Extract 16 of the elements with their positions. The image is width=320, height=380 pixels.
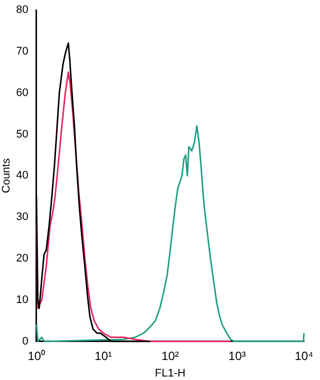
y-tick-label: 60 xyxy=(16,86,28,99)
y-tick-label: 70 xyxy=(16,45,28,58)
y-tick-label: 50 xyxy=(16,128,28,140)
y-tick-label: 80 xyxy=(16,4,28,16)
y-tick-label: 40 xyxy=(16,170,28,182)
x-tick-label: 10⁴ xyxy=(294,348,314,363)
x-tick-label: 10² xyxy=(162,348,179,363)
y-axis-title: Counts xyxy=(0,158,13,194)
y-tick-label: 10 xyxy=(16,294,28,306)
x-tick-label: 10⁰ xyxy=(28,348,46,363)
x-axis-title: FL1-H xyxy=(154,367,186,380)
y-tick-label: 30 xyxy=(16,211,28,224)
x-tick-label: 10¹ xyxy=(94,348,112,363)
x-tick-label: 10³ xyxy=(228,348,246,363)
y-tick-label: 0 xyxy=(22,335,28,348)
y-tick-label: 20 xyxy=(16,252,28,265)
